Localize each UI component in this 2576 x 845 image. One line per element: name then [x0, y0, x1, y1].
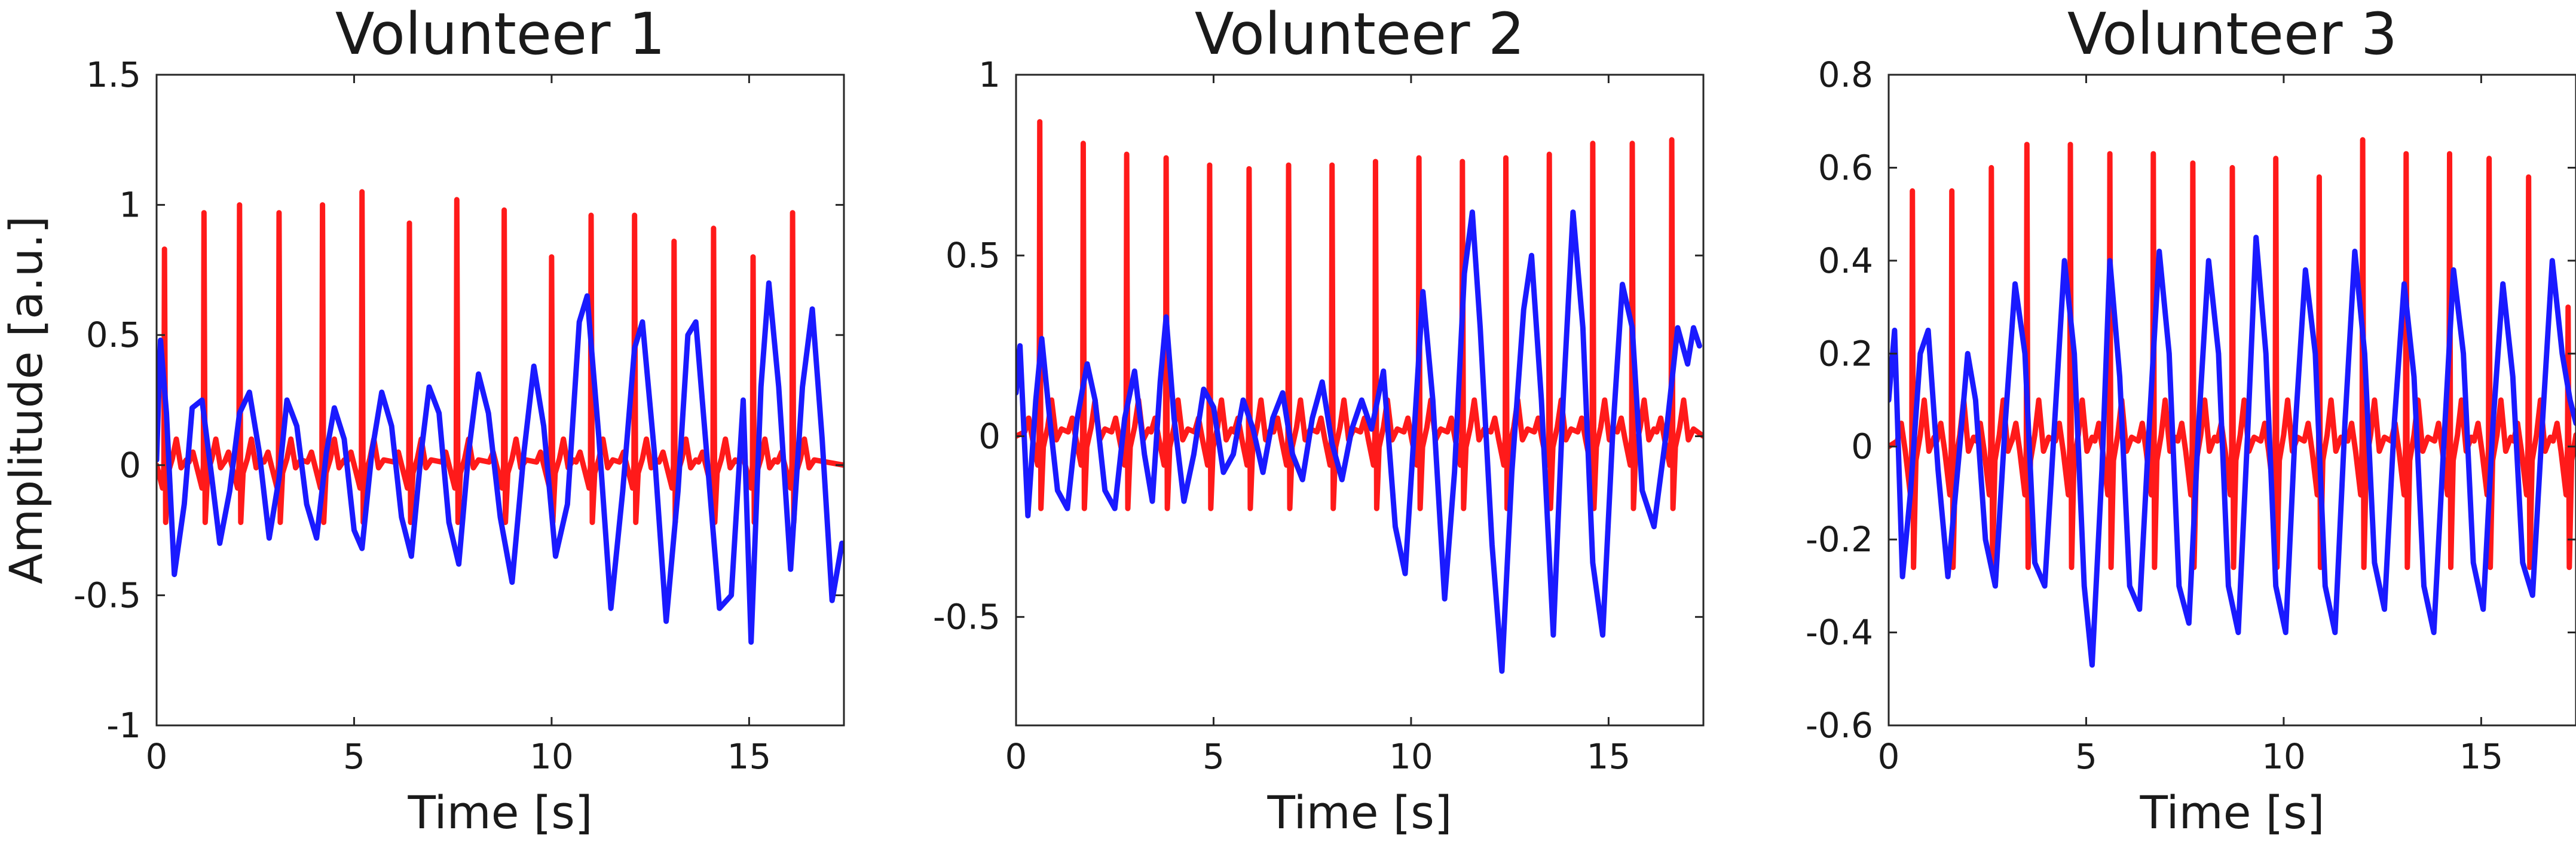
x-axis-label: Time [s] [2139, 786, 2324, 839]
x-tick-label: 0 [1005, 736, 1027, 777]
chart-title: Volunteer 1 [335, 1, 665, 68]
y-tick-label: -0.2 [1806, 519, 1873, 560]
panel-volunteer-2: Volunteer 2 Time [s] 0 5 10 15 -0.5 0 0.5 1 [933, 1, 1705, 839]
y-tick-label: -0.6 [1806, 705, 1873, 746]
series-line-blue [1016, 209, 1702, 674]
plot-area [1016, 119, 1703, 674]
y-tick-label: 0.5 [946, 235, 1001, 276]
axes-frame [1887, 74, 2576, 727]
panel-volunteer-1: Volunteer 1 Amplitude [a.u.] Time [s] 0 5… [0, 1, 845, 839]
series-line-red [1889, 137, 2576, 571]
y-axis-label: Amplitude [a.u.] [0, 216, 53, 584]
x-tick-label: 0 [146, 736, 168, 777]
panel-volunteer-3: Volunteer 3 Time [s] 0 5 10 15 -0.6 -0.4 -0.2 0… [1806, 1, 2576, 839]
series-line-blue [157, 280, 844, 645]
y-tick-label: 0.2 [1818, 333, 1873, 374]
plot-area [157, 189, 844, 645]
y-tick-label: 0 [1851, 426, 1873, 467]
y-tick-label: 1 [119, 185, 141, 225]
y-tick-label: 1.5 [86, 54, 141, 95]
x-tick-label: 10 [2262, 736, 2306, 777]
x-tick-label: 15 [727, 736, 771, 777]
y-tick-label: -0.5 [74, 575, 141, 615]
axes-frame [1015, 74, 1705, 727]
x-tick-label: 10 [530, 736, 574, 777]
series-line-blue [1889, 234, 2576, 668]
y-tick-label: 1 [978, 54, 1001, 95]
x-tick-label: 5 [1203, 736, 1225, 777]
y-tick-label: 0.4 [1818, 240, 1873, 281]
y-tick-label: -0.4 [1806, 612, 1873, 653]
y-tick-label: 0.6 [1818, 147, 1873, 188]
x-tick-label: 10 [1389, 736, 1433, 777]
x-tick-label: 0 [1878, 736, 1900, 777]
x-tick-label: 15 [2459, 736, 2503, 777]
y-tick-label: 0 [119, 445, 141, 486]
x-tick-label: 15 [1586, 736, 1630, 777]
y-tick-label: -1 [106, 705, 141, 746]
y-tick-label: 0.5 [86, 315, 141, 355]
x-tick-label: 5 [2075, 736, 2097, 777]
y-tick-label: 0 [978, 416, 1001, 456]
x-axis-label: Time [s] [1266, 786, 1452, 839]
plot-area [1889, 137, 2576, 668]
chart-title: Volunteer 2 [1195, 1, 1525, 68]
y-tick-label: -0.5 [933, 597, 1001, 637]
chart-title: Volunteer 3 [2067, 1, 2397, 68]
x-axis-label: Time [s] [407, 786, 592, 839]
axes-frame [155, 74, 845, 727]
x-tick-label: 5 [343, 736, 365, 777]
series-line-red [1016, 119, 1703, 511]
y-tick-label: 0.8 [1818, 54, 1873, 95]
